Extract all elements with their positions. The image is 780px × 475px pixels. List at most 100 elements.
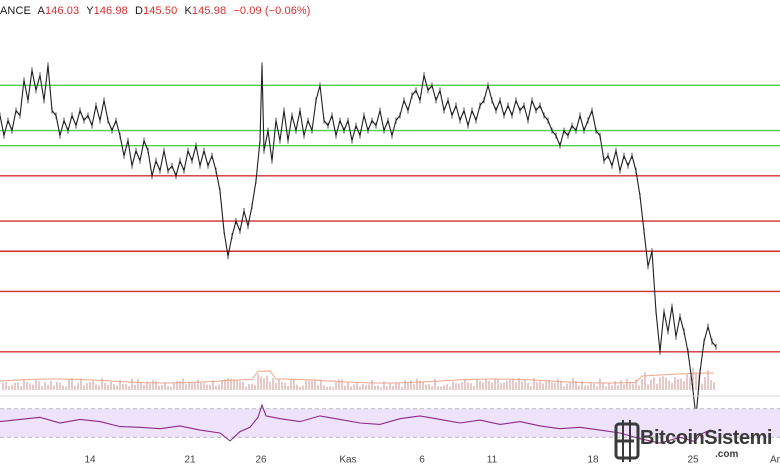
volume-bar — [509, 379, 511, 390]
volume-bar — [533, 378, 535, 390]
volume-bar — [212, 380, 214, 390]
volume-bar — [674, 377, 676, 390]
volume-bar — [248, 384, 250, 390]
volume-bar — [404, 380, 406, 390]
volume-bar — [218, 384, 220, 390]
volume-bar — [635, 379, 637, 390]
volume-bar — [146, 381, 148, 390]
volume-bar — [608, 383, 610, 390]
volume-bar — [203, 383, 205, 390]
volume-bar — [353, 384, 355, 390]
volume-bar — [98, 385, 100, 390]
volume-bar — [122, 383, 124, 390]
volume-bar — [671, 383, 673, 390]
volume-bar — [227, 378, 229, 390]
volume-bar — [329, 386, 331, 390]
volume-bar — [338, 379, 340, 390]
x-tick-label: 11 — [486, 454, 498, 466]
volume-bar — [86, 383, 88, 390]
volume-bar — [500, 383, 502, 390]
volume-bar — [407, 382, 409, 390]
volume-bar — [107, 384, 109, 390]
volume-bar — [458, 383, 460, 390]
volume-bar — [428, 383, 430, 390]
volume-bar — [713, 382, 715, 390]
volume-bar — [236, 380, 238, 390]
volume-bar — [23, 379, 25, 390]
close-label: K — [184, 5, 192, 17]
volume-bar — [638, 385, 640, 390]
volume-bar — [479, 381, 481, 390]
volume-bar — [242, 382, 244, 390]
volume-bar — [614, 381, 616, 390]
volume-bar — [14, 383, 16, 390]
volume-bar — [386, 386, 388, 390]
volume-bar — [548, 379, 550, 390]
ohlc-close: K145.98 — [184, 5, 226, 17]
volume-bar — [662, 376, 664, 390]
volume-bar — [503, 382, 505, 390]
low-value: 145.50 — [143, 5, 178, 17]
volume-bar — [26, 381, 28, 390]
volume-bar — [206, 384, 208, 390]
volume-bar — [455, 383, 457, 390]
volume-bar — [410, 380, 412, 390]
volume-bar — [314, 379, 316, 390]
volume-bar — [278, 379, 280, 390]
volume-bar — [629, 381, 631, 390]
volume-bar — [473, 385, 475, 390]
volume-bar — [641, 378, 643, 390]
volume-bar — [209, 384, 211, 390]
volume-bar — [8, 385, 10, 390]
volume-bar — [578, 385, 580, 390]
volume-bar — [200, 382, 202, 390]
volume-bar — [2, 382, 4, 390]
close-value: 145.98 — [191, 5, 227, 17]
volume-bar — [443, 385, 445, 390]
x-tick-label: 14 — [84, 454, 96, 466]
volume-bar — [11, 384, 13, 390]
volume-bar — [554, 383, 556, 390]
volume-bar — [29, 383, 31, 390]
volume-bar — [74, 385, 76, 390]
volume-bar — [677, 378, 679, 390]
volume-bar — [140, 382, 142, 390]
volume-bar — [284, 382, 286, 390]
volume-bar — [524, 379, 526, 390]
volume-bar — [221, 380, 223, 390]
volume-bar — [464, 378, 466, 390]
volume-bar — [257, 373, 259, 390]
rsi-band — [0, 408, 780, 438]
volume-bar — [176, 380, 178, 390]
volume-bar — [251, 383, 253, 390]
volume-bar — [272, 378, 274, 390]
volume-bar — [158, 385, 160, 390]
volume-bar — [233, 379, 235, 390]
volume-bar — [89, 382, 91, 390]
volume-bar — [326, 386, 328, 390]
volume-bar — [71, 378, 73, 390]
volume-bar — [95, 384, 97, 390]
volume-bar — [197, 379, 199, 390]
ohlc-open: A146.03 — [38, 5, 80, 17]
volume-bar — [269, 381, 271, 390]
volume-bar — [575, 381, 577, 390]
watermark-brand: BitcoinSistemi — [640, 427, 772, 449]
volume-bar — [431, 386, 433, 390]
volume-bar — [461, 382, 463, 390]
volume-bar — [383, 381, 385, 390]
volume-bar — [647, 384, 649, 390]
volume-bar — [179, 381, 181, 390]
watermark-suffix: .com — [715, 449, 739, 460]
price-series-line — [0, 64, 717, 418]
volume-bar — [602, 382, 604, 390]
volume-bar — [422, 381, 424, 390]
volume-bar — [344, 385, 346, 390]
volume-bar — [590, 382, 592, 390]
volume-bar — [491, 382, 493, 390]
volume-bar — [308, 380, 310, 390]
volume-bar — [374, 385, 376, 390]
volume-bar — [17, 382, 19, 390]
volume-bar — [275, 382, 277, 390]
